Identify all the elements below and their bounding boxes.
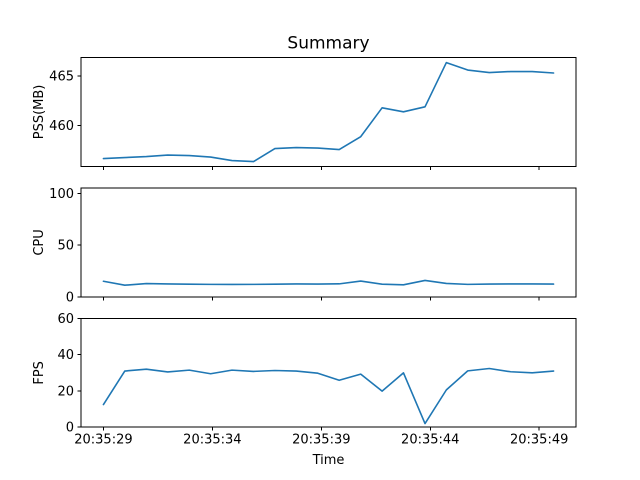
x-tick-label: 20:35:49: [510, 433, 568, 448]
xlabel-time: Time: [312, 453, 345, 468]
y-tick-label-fps: 60: [57, 312, 74, 327]
y-tick-label-cpu: 50: [57, 239, 74, 254]
data-line-fps: [102, 367, 555, 425]
ylabel-pss: PSS(MB): [32, 85, 47, 140]
subplot-frame-fps: [80, 318, 577, 428]
ylabel-cpu: CPU: [32, 229, 47, 255]
x-tick-label: 20:35:39: [292, 433, 350, 448]
data-line-pss: [102, 61, 555, 163]
x-tick-label: 20:35:44: [401, 433, 459, 448]
data-line-cpu: [102, 279, 555, 287]
y-tick-label-cpu: 100: [49, 187, 74, 202]
x-tick-label: 20:35:29: [74, 433, 132, 448]
y-tick-label-fps: 20: [57, 384, 74, 399]
x-tick-label: 20:35:34: [183, 433, 241, 448]
y-tick-label-pss: 460: [49, 119, 74, 134]
chart-title: Summary: [287, 34, 369, 54]
y-tick-label-pss: 465: [49, 70, 74, 85]
ylabel-fps: FPS: [32, 361, 47, 385]
y-tick-label-fps: 40: [57, 348, 74, 363]
subplot-frame-pss: [80, 57, 577, 167]
y-tick-label-fps: 0: [66, 421, 74, 436]
subplot-frame-cpu: [80, 187, 577, 298]
y-tick-label-cpu: 0: [66, 290, 74, 305]
